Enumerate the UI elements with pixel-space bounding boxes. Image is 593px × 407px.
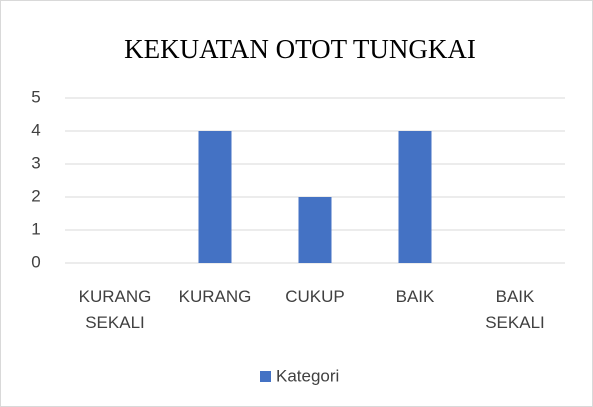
y-tick-label: 5 — [31, 87, 40, 106]
x-tick-label: BAIK SEKALI — [485, 287, 545, 332]
y-tick-label: 4 — [31, 120, 40, 139]
x-tick-label: BAIK — [395, 287, 435, 306]
y-tick-label: 2 — [31, 186, 40, 205]
x-tick-label: KURANG SEKALI — [78, 287, 152, 332]
bar — [198, 131, 232, 263]
chart-title: KEKUATAN OTOT TUNGKAI — [124, 34, 476, 64]
bar — [298, 197, 332, 263]
y-tick-label: 0 — [31, 252, 40, 271]
x-tick-label: KURANG — [178, 287, 252, 306]
x-tick-label: CUKUP — [285, 287, 345, 306]
bar — [398, 131, 432, 263]
y-tick-label: 3 — [31, 153, 40, 172]
y-tick-label: 1 — [31, 219, 40, 238]
legend-swatch — [260, 371, 271, 382]
legend-label: Kategori — [276, 366, 339, 385]
